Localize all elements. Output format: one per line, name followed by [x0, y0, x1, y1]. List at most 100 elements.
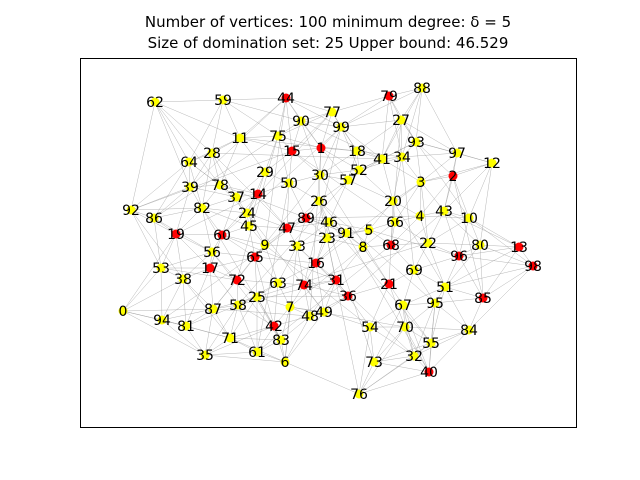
- dominating-vertex-marker: [343, 291, 353, 301]
- vertex-marker: [118, 306, 128, 316]
- edge-50-89: [288, 182, 307, 219]
- vertex-label: 2: [449, 169, 458, 185]
- vertex-marker: [388, 196, 398, 206]
- vertex-marker: [231, 192, 241, 202]
- vertex-label: 16: [307, 256, 325, 272]
- edge-60-65: [221, 234, 256, 258]
- vertex-87: 87: [204, 302, 222, 318]
- edge-32-70: [404, 326, 415, 357]
- vertex-marker: [244, 221, 254, 231]
- vertex-97: 97: [448, 146, 466, 162]
- edge-99-41: [340, 126, 383, 160]
- vertex-69: 69: [405, 263, 423, 279]
- edge-12-43: [443, 162, 493, 212]
- vertex-label: 86: [145, 211, 163, 227]
- vertex-82: 82: [193, 201, 211, 217]
- vertex-27: 27: [392, 113, 410, 129]
- vertex-76: 76: [350, 387, 368, 403]
- edge-76-6: [284, 361, 360, 395]
- edge-41-28: [211, 152, 383, 160]
- edge-13-51: [444, 246, 520, 288]
- vertex-67: 67: [394, 298, 412, 314]
- vertex-label: 80: [471, 238, 489, 254]
- vertex-label: 36: [339, 289, 357, 305]
- edge-92-82: [130, 207, 203, 211]
- edge-19-86: [153, 217, 177, 235]
- edge-3-93: [415, 141, 422, 183]
- vertex-label: 44: [277, 91, 295, 107]
- vertex-marker: [464, 213, 474, 223]
- edge-55-70: [404, 326, 432, 344]
- edge-0-53: [122, 267, 162, 312]
- edge-47-23: [286, 227, 328, 239]
- edge-9-63: [264, 244, 279, 284]
- vertex-label: 25: [248, 290, 266, 306]
- edge-37-45: [235, 196, 250, 227]
- vertex-marker: [260, 167, 270, 177]
- vertex-marker: [322, 233, 332, 243]
- vertex-label: 83: [272, 333, 290, 349]
- edge-57-46: [328, 179, 349, 223]
- dominating-vertex-marker: [528, 261, 538, 271]
- vertex-label: 72: [228, 273, 246, 289]
- edge-22-51: [427, 242, 446, 288]
- dominating-vertex-marker: [384, 279, 394, 289]
- vertex-marker: [352, 146, 362, 156]
- edge-52-20: [358, 169, 394, 202]
- vertex-marker: [415, 211, 425, 221]
- edge-15-30: [291, 150, 321, 176]
- edge-5-46: [328, 221, 370, 231]
- edge-54-67: [369, 304, 404, 328]
- edge-32-73: [373, 355, 415, 363]
- edge-19-60: [175, 233, 223, 236]
- vertex-marker: [397, 152, 407, 162]
- vertex-marker: [336, 122, 346, 132]
- vertex-marker: [242, 208, 252, 218]
- vertex-72: 72: [228, 273, 246, 289]
- edge-21-68: [388, 244, 392, 285]
- edge-94-71: [161, 319, 231, 339]
- vertex-34: 34: [393, 150, 411, 166]
- vertex-label: 53: [152, 261, 170, 277]
- vertex-60: 60: [213, 228, 231, 244]
- edge-97-27: [400, 119, 458, 154]
- edge-48-83: [280, 315, 311, 341]
- edge-70-73: [373, 326, 406, 363]
- edge-27-10: [400, 119, 470, 219]
- edge-82-45: [201, 207, 250, 227]
- edge-44-77: [285, 97, 333, 113]
- vertex-label: 13: [510, 240, 528, 256]
- vertex-label: 10: [460, 211, 478, 227]
- vertex-label: 65: [246, 250, 264, 266]
- vertex-32: 32: [405, 349, 423, 365]
- edge-51-69: [413, 269, 446, 288]
- edge-10-22: [427, 217, 470, 244]
- vertex-16: 16: [307, 256, 325, 272]
- edge-35-71: [204, 337, 231, 356]
- vertex-label: 98: [524, 259, 542, 275]
- edge-92-53: [130, 209, 162, 269]
- edge-55-51: [430, 286, 446, 344]
- vertex-label: 45: [240, 219, 258, 235]
- vertex-marker: [377, 154, 387, 164]
- vertex-marker: [439, 206, 449, 216]
- edge-63-65: [254, 256, 279, 284]
- vertex-marker: [225, 333, 235, 343]
- edge-2-10: [452, 175, 470, 219]
- edge-94-87: [161, 308, 214, 321]
- edge-28-39: [189, 152, 213, 188]
- vertex-label: 5: [365, 223, 374, 239]
- vertex-marker: [150, 97, 160, 107]
- edge-9-60: [221, 234, 266, 246]
- vertex-label: 48: [301, 309, 319, 325]
- vertex-68: 68: [382, 238, 400, 254]
- vertex-96: 96: [450, 249, 468, 265]
- edge-38-94: [161, 278, 184, 321]
- edge-92-64: [130, 161, 190, 211]
- vertex-marker: [208, 304, 218, 314]
- vertex-54: 54: [361, 320, 379, 336]
- vertex-29: 29: [256, 165, 274, 181]
- vertex-marker: [409, 265, 419, 275]
- dominating-vertex-marker: [478, 293, 488, 303]
- edge-73-67: [373, 304, 404, 363]
